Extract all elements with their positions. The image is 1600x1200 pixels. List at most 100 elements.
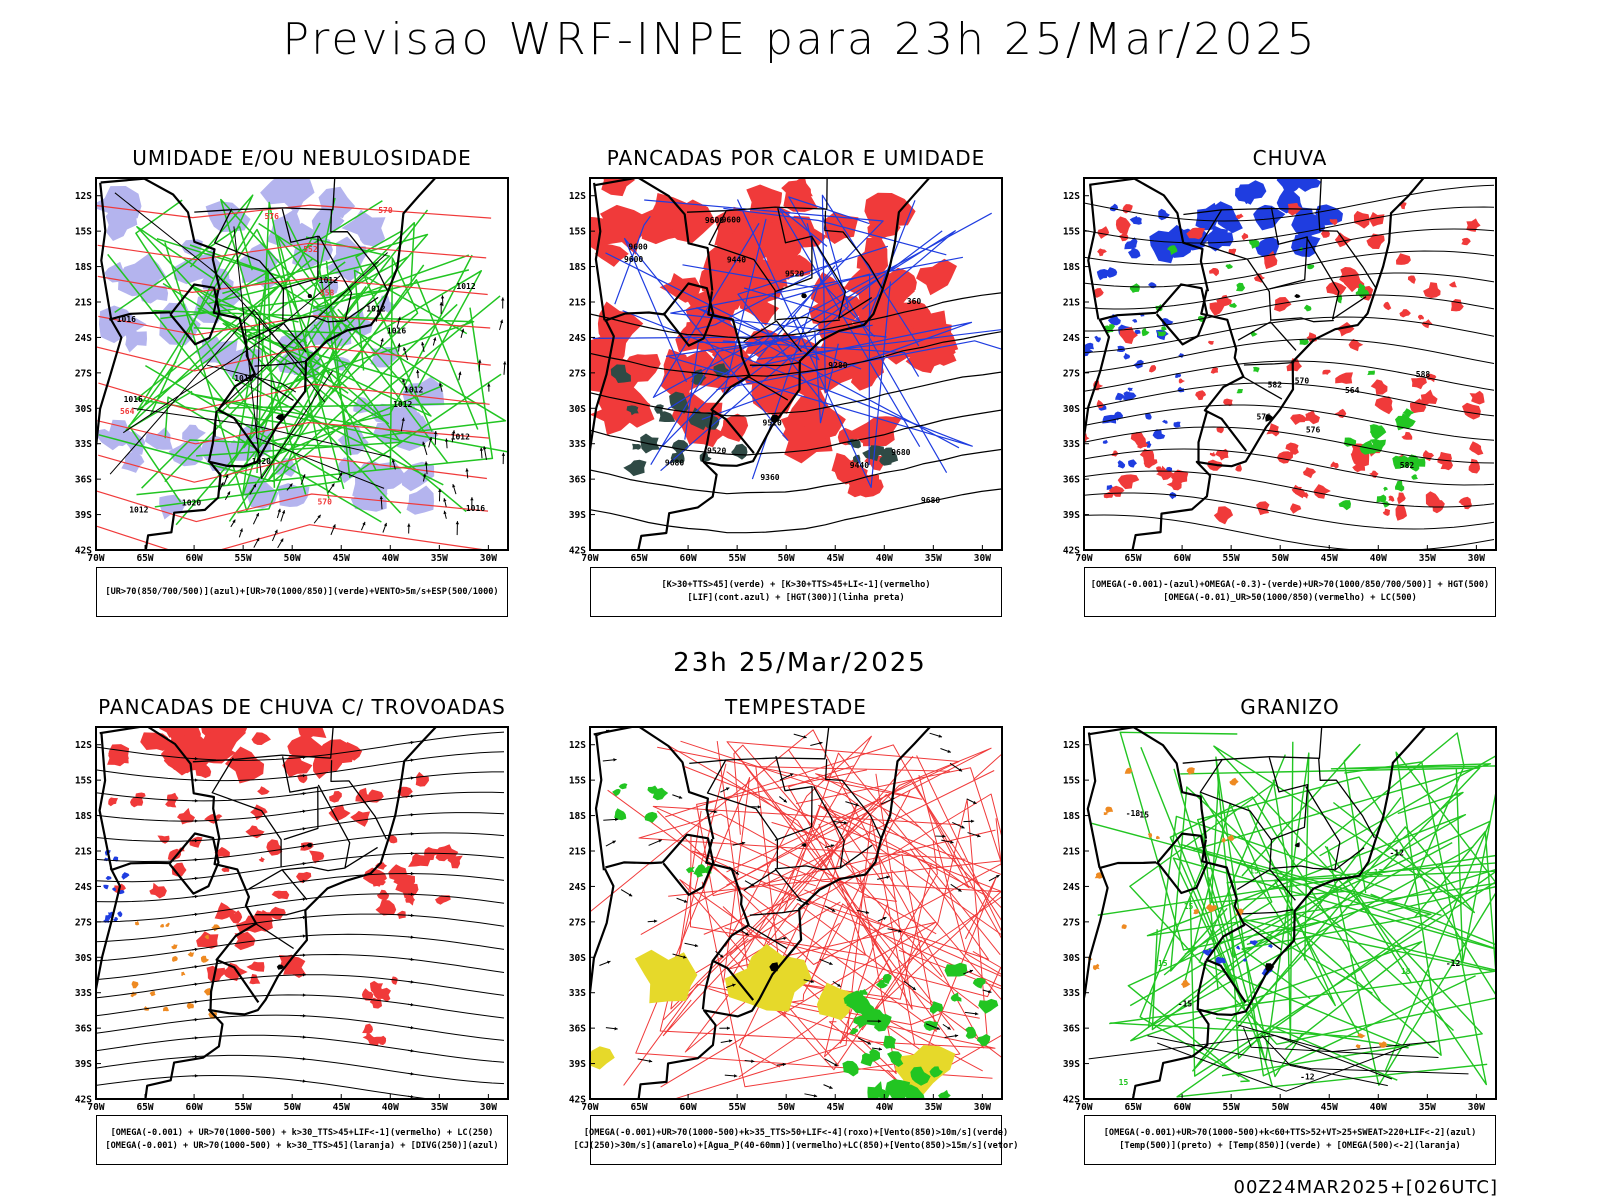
rain-area-red xyxy=(1301,492,1309,499)
state-border xyxy=(774,755,813,841)
state-border xyxy=(774,207,813,293)
rain-area-red xyxy=(1209,451,1216,457)
precipitable-water-contour xyxy=(724,735,872,978)
humidity-contour-green xyxy=(235,268,276,488)
lon-tick-label: 60W xyxy=(186,553,203,564)
lat-tick-label: 24S xyxy=(1063,882,1080,893)
lon-tick-label: 35W xyxy=(1419,553,1436,564)
temp500-contour-black xyxy=(1157,1042,1411,1092)
streamline xyxy=(96,913,505,943)
omega-area-green xyxy=(1402,408,1415,418)
lon-tick-label: 70W xyxy=(87,1102,104,1113)
wind-vector-head xyxy=(433,337,437,341)
omega-area-blue xyxy=(1116,345,1125,352)
contour-label: -18 xyxy=(1126,809,1141,818)
rain-area-red xyxy=(1216,426,1224,434)
contour-label: 1012 xyxy=(456,282,475,291)
omega500-area-orange xyxy=(1103,812,1108,816)
country-border xyxy=(590,868,615,1003)
convection-area-red xyxy=(888,267,917,300)
temp850-contour-green xyxy=(1414,830,1496,984)
thunderstorm-area-red xyxy=(355,787,373,804)
divergence-area-blue xyxy=(103,884,109,890)
lat-tick-label: 21S xyxy=(1063,298,1080,309)
wind-vector-head xyxy=(947,749,951,753)
humidity-contour-green xyxy=(222,221,416,412)
streamline-arrow-head xyxy=(194,930,198,934)
wind-vector-head xyxy=(830,844,835,848)
country-border xyxy=(168,832,220,895)
contour-label: 552 xyxy=(303,245,318,254)
map-granizo: 15-12-18-15-15-12-12181215151512S15S18S2… xyxy=(1063,726,1497,1113)
hgt300-contour xyxy=(590,448,1002,495)
wind-vector-head xyxy=(402,378,406,383)
omega-area-green xyxy=(1383,501,1391,508)
convection-area-red xyxy=(600,204,648,255)
wind-vector-head xyxy=(782,1062,786,1067)
isobar-black xyxy=(233,226,334,479)
wind-vector-head xyxy=(438,382,443,386)
state-border xyxy=(1270,317,1334,323)
legend-line: [LIF](cont.azul) + [HGT(300)](linha pret… xyxy=(687,593,905,603)
streamline-arrow-head xyxy=(194,757,198,761)
coastline xyxy=(1131,727,1427,1099)
wind-vector-head xyxy=(719,954,724,958)
instability-area-teal xyxy=(654,404,664,414)
lat-tick-label: 27S xyxy=(569,368,586,379)
wind-vector-head xyxy=(628,893,633,897)
lat-tick-label: 18S xyxy=(569,262,586,273)
rain-area-red xyxy=(1130,432,1146,445)
rain-area-red xyxy=(1190,227,1198,235)
temp850-contour-green xyxy=(1172,768,1496,1005)
lat-tick-label: 42S xyxy=(75,546,92,557)
lat-tick-label: 39S xyxy=(569,510,586,521)
wind-vector-head xyxy=(789,773,794,777)
state-border xyxy=(1242,909,1293,915)
humidity-area xyxy=(341,209,386,248)
wind-vector-head xyxy=(970,819,975,823)
omega-area-blue xyxy=(1084,345,1094,357)
hgt500-contour xyxy=(1084,404,1495,441)
thickness-contour-red xyxy=(96,345,491,372)
legend-trovoadas: [OMEGA(-0.001) + UR>70(1000-500) + k>30_… xyxy=(96,1115,508,1165)
wind-vector-head xyxy=(444,438,449,442)
streamline-arrow-head xyxy=(194,1054,198,1059)
instability-area-teal xyxy=(610,364,631,383)
lake-mark xyxy=(801,842,807,847)
thunderstorm-area-red xyxy=(229,910,243,924)
thunderstorm-area-red xyxy=(350,810,371,827)
wind-vector-head xyxy=(227,491,231,495)
omega500-area-orange xyxy=(1205,903,1218,913)
wind-vector-head xyxy=(376,308,380,313)
state-border xyxy=(318,235,379,322)
rain-area-red xyxy=(1208,340,1214,345)
rain-area-red xyxy=(1383,301,1392,311)
wind-vector-head xyxy=(954,1034,959,1038)
lifted-index-contour xyxy=(788,196,948,473)
state-border xyxy=(706,759,779,869)
lat-tick-label: 30S xyxy=(75,404,92,415)
legend-line: [CJ(250)>30m/s](amarelo)+[Agua_P(40-60mm… xyxy=(573,1141,1019,1151)
streamline-arrow-head xyxy=(302,1014,306,1018)
thunderstorm-area-red xyxy=(250,804,268,821)
precipitable-water-contour xyxy=(891,753,1002,1002)
rain-area-red xyxy=(1388,495,1395,502)
state-border xyxy=(211,757,282,868)
country-border xyxy=(1155,283,1208,346)
hgt500-contour xyxy=(1084,448,1495,486)
state-border xyxy=(743,869,802,902)
streamline-arrow-head xyxy=(410,851,414,856)
humidity-area xyxy=(406,485,434,515)
lat-tick-label: 30S xyxy=(75,953,92,964)
country-border xyxy=(100,178,221,290)
wind-vector-head xyxy=(255,512,259,517)
contour-label: 360 xyxy=(907,297,922,306)
legend-line: [OMEGA(-0.001) + UR>70(1000-500) + k>30_… xyxy=(105,1141,499,1151)
legend-line: [OMEGA(-0.001)+UR>70(1000-500)+k>35_TTS>… xyxy=(583,1128,1009,1138)
wind-vector-head xyxy=(438,488,442,492)
lon-tick-label: 30W xyxy=(1468,1102,1485,1113)
temp850-contour-green xyxy=(1295,913,1496,971)
temp850-contour-green xyxy=(1129,781,1496,1045)
run-code-footer: 00Z24MAR2025+[026UTC] xyxy=(1233,1177,1498,1198)
contour-label: 1012 xyxy=(404,386,423,395)
